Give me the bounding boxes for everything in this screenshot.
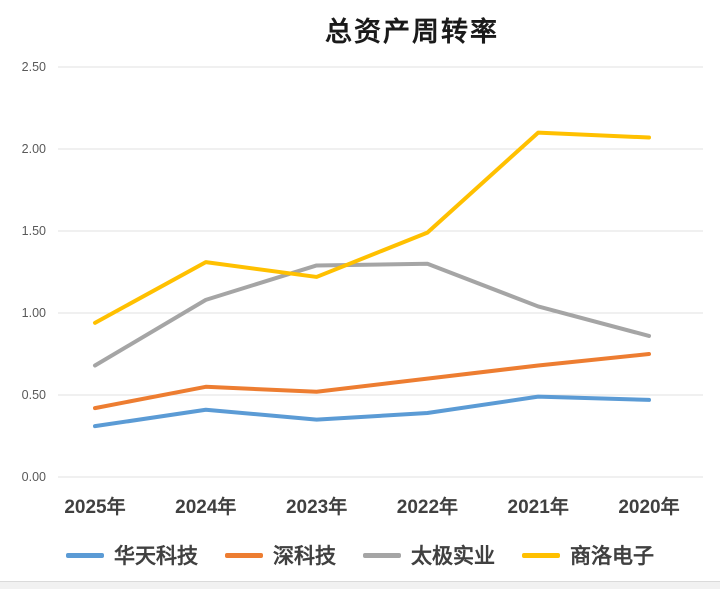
legend-label: 深科技 (273, 544, 336, 568)
legend-label: 华天科技 (114, 544, 198, 568)
legend-line-marker-icon (66, 552, 104, 558)
x-tick-label: 2021年 (507, 497, 569, 518)
y-tick-label: 1.50 (21, 224, 46, 238)
y-tick-label: 0.00 (21, 470, 46, 484)
chart-legend: 华天科技 深科技 太极实业 商洛电子 (0, 536, 720, 574)
legend-line-marker-icon (363, 552, 401, 558)
y-tick-label: 1.00 (21, 306, 46, 320)
legend-line-marker-icon (225, 552, 263, 558)
y-tick-label: 0.50 (21, 388, 46, 402)
series-line-商洛电子 (93, 130, 651, 325)
legend-label: 商洛电子 (570, 544, 654, 568)
legend-item-太极实业: 太极实业 (363, 540, 495, 570)
legend-item-深科技: 深科技 (225, 540, 336, 570)
y-tick-label: 2.00 (21, 142, 46, 156)
x-tick-label: 2024年 (175, 497, 237, 518)
legend-item-商洛电子: 商洛电子 (522, 540, 654, 570)
series-line-深科技 (93, 352, 651, 411)
chart-title: 总资产周转率 (325, 17, 499, 47)
x-tick-label: 2023年 (285, 497, 348, 518)
series-line-太极实业 (93, 261, 651, 368)
x-tick-label: 2020年 (618, 497, 680, 518)
x-tick-label: 2025年 (64, 497, 126, 518)
y-tick-label: 2.50 (21, 60, 46, 74)
series-line-华天科技 (93, 394, 651, 429)
x-tick-label: 2022年 (396, 497, 459, 518)
legend-line-marker-icon (522, 552, 560, 558)
window-bottom-edge (0, 581, 720, 589)
legend-label: 太极实业 (411, 544, 495, 568)
legend-item-华天科技: 华天科技 (66, 540, 198, 570)
